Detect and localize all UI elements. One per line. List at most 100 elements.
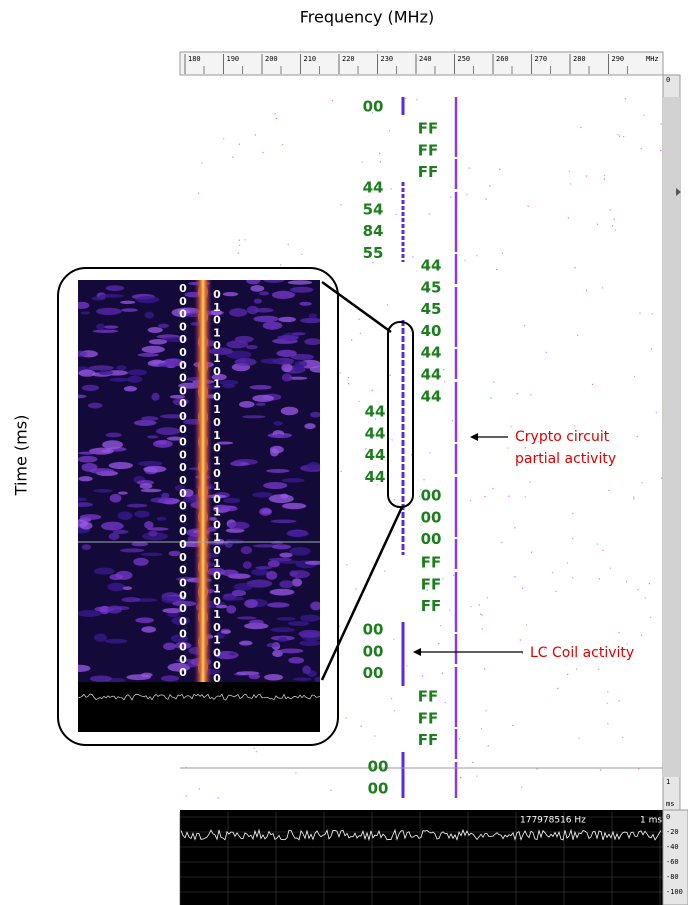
noise-blob: [80, 311, 90, 314]
noise-blob: [267, 602, 290, 607]
noise-dot: [218, 797, 219, 798]
bit: 0: [213, 621, 221, 634]
noise-dot: [384, 571, 385, 572]
noise-blob: [253, 316, 278, 323]
noise-dot: [239, 144, 240, 145]
annotation: Crypto circuit: [515, 429, 610, 445]
bit: 0: [179, 487, 187, 500]
noise-blob: [288, 280, 312, 285]
noise-dot: [262, 152, 263, 153]
noise-blob: [141, 553, 163, 556]
noise-blob: [149, 339, 167, 345]
bit: 0: [179, 525, 187, 538]
byte-label: FF: [418, 141, 439, 159]
noise-dot: [379, 153, 380, 154]
bit: 0: [213, 442, 221, 455]
noise-blob: [234, 583, 253, 591]
noise-blob: [298, 630, 322, 638]
noise-blob: [107, 605, 122, 613]
noise-dot: [641, 148, 642, 149]
noise-dot: [530, 394, 531, 395]
noise-blob: [271, 541, 283, 545]
noise-blob: [277, 335, 298, 340]
noise-dot: [199, 788, 200, 789]
bit: 0: [179, 653, 187, 666]
noise-blob: [98, 370, 113, 375]
noise-dot: [442, 673, 443, 674]
noise-blob: [288, 621, 309, 626]
ruler-label: 280: [573, 55, 586, 63]
noise-blob: [109, 378, 129, 382]
noise-dot: [650, 617, 651, 618]
noise-blob: [121, 308, 138, 312]
noise-dot: [470, 500, 471, 501]
noise-blob: [101, 450, 110, 453]
noise-dot: [201, 163, 202, 164]
noise-blob: [223, 498, 240, 504]
noise-blob: [80, 522, 93, 530]
noise-blob: [278, 637, 288, 642]
bit: 0: [213, 416, 221, 429]
center-frequency: 177978516 Hz: [520, 816, 586, 826]
noise-dot: [186, 795, 187, 796]
noise-blob: [96, 323, 105, 329]
noise-dot: [472, 762, 473, 763]
noise-dot: [610, 568, 611, 569]
noise-blob: [271, 519, 297, 523]
noise-blob: [279, 648, 304, 653]
noise-dot: [577, 335, 578, 336]
bit: 0: [179, 410, 187, 423]
byte-label: FF: [421, 554, 442, 572]
noise-dot: [525, 496, 526, 497]
noise-dot: [643, 115, 644, 116]
bit: 0: [179, 320, 187, 333]
byte-label: 00: [363, 98, 384, 116]
noise-blob: [243, 561, 252, 569]
noise-blob: [273, 421, 283, 425]
byte-label: FF: [418, 163, 439, 181]
noise-dot: [406, 665, 407, 666]
bit: 0: [179, 666, 187, 679]
noise-dot: [552, 572, 553, 573]
noise-dot: [656, 412, 657, 413]
noise-blob: [273, 434, 285, 438]
noise-dot: [245, 239, 246, 240]
bit: 0: [213, 288, 221, 301]
noise-blob: [261, 358, 285, 364]
noise-blob: [80, 514, 101, 520]
noise-blob: [223, 292, 239, 296]
noise-blob: [268, 558, 291, 561]
page: Frequency (MHz) Time (ms) 0 1 ms 1779785…: [0, 0, 688, 905]
noise-blob: [264, 674, 283, 681]
noise-blob: [277, 350, 297, 357]
noise-dot: [637, 436, 638, 437]
noise-blob: [307, 462, 320, 470]
byte-label: 00: [368, 779, 389, 797]
noise-dot: [623, 136, 624, 137]
noise-dot: [484, 496, 485, 497]
noise-blob: [282, 373, 292, 381]
noise-blob: [300, 615, 320, 622]
noise-blob: [94, 634, 107, 642]
scroll-thumb[interactable]: [663, 97, 680, 777]
noise-dot: [645, 597, 646, 598]
noise-blob: [135, 617, 154, 623]
time-span: 1 ms: [640, 816, 662, 826]
noise-blob: [103, 325, 118, 328]
noise-blob: [158, 362, 179, 367]
db-label: -80: [666, 873, 679, 881]
noise-dot: [574, 267, 575, 268]
noise-dot: [502, 253, 503, 254]
bit: 0: [213, 339, 221, 352]
bit: 0: [213, 467, 221, 480]
noise-dot: [453, 575, 454, 576]
noise-dot: [374, 735, 375, 736]
noise-blob: [88, 403, 103, 409]
byte-label: 44: [365, 403, 386, 421]
bit: 0: [179, 436, 187, 449]
ruler-label: 240: [419, 55, 432, 63]
noise-dot: [529, 481, 530, 482]
noise-blob: [107, 583, 125, 592]
noise-blob: [131, 542, 148, 546]
noise-blob: [138, 461, 163, 466]
